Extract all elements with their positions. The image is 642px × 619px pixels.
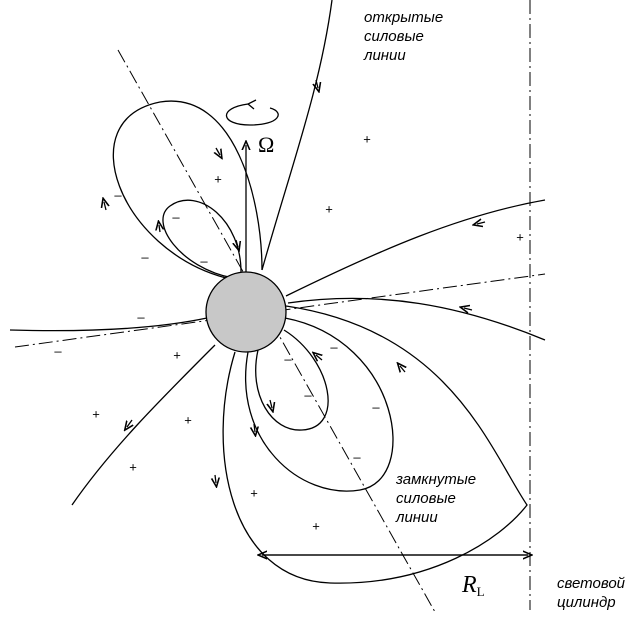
charge-sign: – [114,187,122,202]
arrow [236,239,238,247]
charge-sign: + [184,412,192,427]
arrow [215,474,216,483]
charge-sign: + [250,485,258,500]
charge-sign: – [54,343,62,358]
charge-sign: – [372,399,380,414]
radius-subscript: L [477,584,485,599]
neutron-star [205,271,287,353]
arrow [127,419,132,427]
open-line [287,297,546,341]
charge-sign: + [173,347,181,362]
radius-label: RL [461,572,485,599]
closed-loop [222,305,528,584]
rotation-arrow [225,103,279,126]
charge-sign: + [325,201,333,216]
open-lines-label: силовые [364,28,424,45]
open-lines-label: линии [363,47,406,64]
charge-sign: + [129,459,137,474]
light-cylinder-label: световой [557,575,626,592]
charge-sign: – [141,249,149,264]
open-lines-label: открытые [364,9,443,26]
closed-lines-label: замкнутые [395,471,476,488]
open-line [261,0,333,271]
arrows [104,79,486,483]
arrow [316,79,318,88]
charge-sign: + [312,518,320,533]
charge-sign: – [137,309,145,324]
light-cylinder-label: цилиндр [557,594,616,611]
charge-sign: + [363,131,371,146]
open-line [9,317,208,332]
charge-sign: – [200,253,208,268]
radius-symbol: R [461,572,477,598]
charge-sign: + [92,406,100,421]
open-line [285,199,546,297]
arrow [464,308,473,310]
rotation-arrow-head [246,99,257,110]
arrow [316,355,322,360]
arrow [477,222,486,224]
open-line [71,344,216,506]
charge-sign: + [516,229,524,244]
arrow [254,423,255,432]
arrow [400,366,405,372]
closed-lines-label: линии [395,509,438,526]
arrow [159,225,160,233]
omega-label: Ω [258,132,274,157]
closed-loop [162,199,242,279]
charge-sign: – [353,449,361,464]
charge-sign: – [284,351,292,366]
closed-lines-label: силовые [396,490,456,507]
charge-sign: – [330,339,338,354]
charge-sign: – [172,209,180,224]
closed-loop [255,329,329,431]
closed-loop [112,100,263,279]
charge-sign: + [214,171,222,186]
arrow [270,399,272,408]
arrow [104,202,106,211]
charge-sign: – [304,387,312,402]
arrow [216,147,220,155]
